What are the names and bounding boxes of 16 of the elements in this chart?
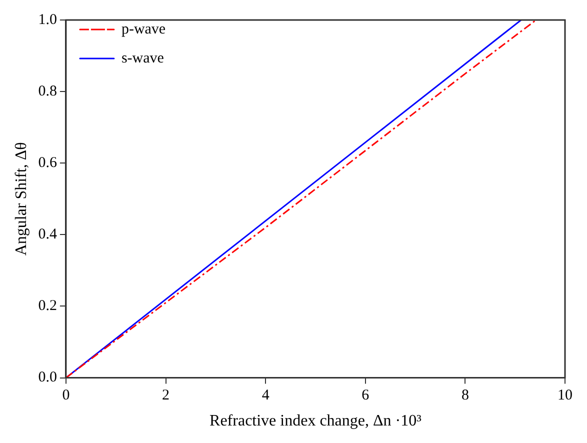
x-tick-label: 4 — [262, 388, 270, 404]
y-axis-title: Angular Shift, Δθ — [12, 142, 30, 256]
x-tick-label: 8 — [461, 388, 469, 404]
x-axis-title: Refractive index change, Δn ·10³ — [210, 412, 422, 430]
y-tick-label: 1.0 — [38, 12, 57, 28]
x-tick-label: 2 — [162, 388, 170, 404]
x-tick-label: 0 — [62, 388, 70, 404]
y-tick-label: 0.6 — [38, 155, 58, 172]
y-tick-label: 0.4 — [38, 226, 58, 243]
legend-label: p-wave — [121, 21, 166, 38]
x-tick-label: 6 — [362, 388, 370, 404]
y-tick-label: 0.2 — [38, 298, 57, 314]
y-tick-label: 0.8 — [38, 83, 57, 100]
legend-label: s-wave — [121, 50, 164, 66]
y-tick-label: 0.0 — [38, 370, 57, 386]
x-tick-label: 10 — [558, 388, 572, 404]
